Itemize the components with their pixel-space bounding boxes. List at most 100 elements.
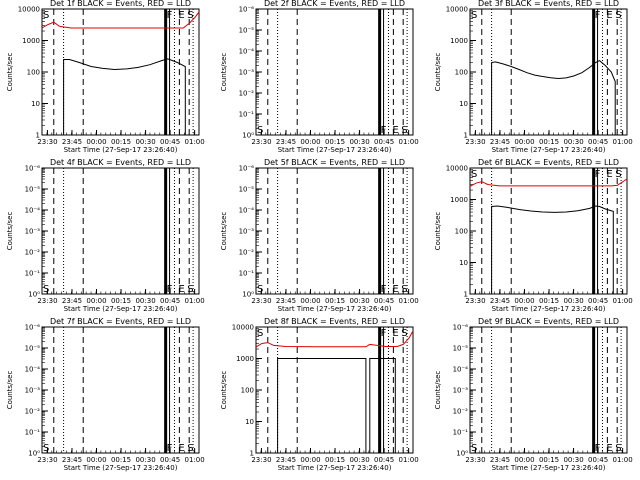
y-tick-label: 10⁻⁵	[25, 345, 41, 353]
x-tick-label: 00:45	[588, 138, 608, 146]
chart-panel-4: Det 4f BLACK = Events, RED = LLD 10⁰ 10⁻¹ 1…	[6, 158, 205, 313]
x-tick-label: 01:00	[399, 297, 419, 305]
y-tick-label: 1	[36, 132, 40, 140]
x-tick-label: 00:00	[300, 297, 320, 305]
event-marker-label: S	[401, 328, 407, 339]
y-tick-label: 10⁰	[242, 132, 254, 140]
event-marker-label: S	[257, 125, 263, 136]
y-tick-label: 10000	[446, 165, 468, 173]
y-tick-label: 10	[31, 100, 40, 108]
x-tick-label: 00:15	[111, 138, 131, 146]
y-tick-label: 10⁻¹	[25, 429, 41, 437]
y-tick-label: 10⁻⁴	[25, 366, 41, 374]
x-tick-label: 01:00	[399, 138, 419, 146]
x-tick-label: 00:15	[325, 297, 345, 305]
x-tick-label: 23:45	[276, 456, 296, 464]
y-axis-label: Counts/sec	[220, 53, 228, 92]
event-marker-label: E	[178, 284, 184, 295]
x-axis-label: Start Time (27-Sep-17 23:26:40)	[64, 146, 178, 154]
event-marker-label: E	[606, 169, 612, 180]
x-tick-label: 00:45	[374, 297, 394, 305]
x-tick-label: 00:00	[514, 297, 534, 305]
series-line-lld	[41, 11, 200, 29]
x-tick-label: 00:00	[86, 456, 106, 464]
x-tick-label: 23:45	[62, 456, 82, 464]
event-marker-label: F	[595, 443, 601, 454]
event-marker-label: S	[401, 125, 407, 136]
event-marker-label: E	[606, 10, 612, 21]
x-axis-label: Start Time (27-Sep-17 23:26:40)	[492, 464, 606, 472]
y-tick-label: 10	[459, 100, 468, 108]
chart-title: Det 7f BLACK = Events, RED = LLD	[50, 317, 191, 326]
x-tick-label: 00:15	[539, 456, 559, 464]
y-tick-label: 10⁻¹	[25, 270, 41, 278]
x-tick-label: 00:00	[300, 138, 320, 146]
y-tick-label: 10⁻⁶	[453, 324, 469, 332]
event-marker-label: F	[595, 10, 601, 21]
event-marker-label: S	[615, 169, 621, 180]
x-tick-label: 00:15	[111, 456, 131, 464]
y-tick-label: 10⁻⁴	[25, 207, 41, 215]
x-tick-label: 00:30	[135, 297, 155, 305]
x-tick-label: 00:45	[588, 297, 608, 305]
event-marker-label: F	[595, 169, 601, 180]
event-marker-label: S	[471, 10, 477, 21]
x-tick-label: 00:00	[514, 138, 534, 146]
y-tick-label: 1000	[236, 355, 254, 363]
y-tick-label: 10⁻⁶	[239, 6, 255, 14]
x-tick-label: 00:30	[563, 297, 583, 305]
y-axis-label: Counts/sec	[220, 212, 228, 251]
event-marker-label: S	[615, 443, 621, 454]
x-tick-label: 23:30	[251, 456, 271, 464]
event-marker-label: F	[381, 328, 387, 339]
y-axis-label: Counts/sec	[6, 53, 14, 92]
y-axis-label: Counts/sec	[220, 371, 228, 410]
event-marker-label: S	[615, 10, 621, 21]
x-tick-label: 01:00	[613, 138, 633, 146]
y-tick-label: 10⁰	[456, 450, 468, 458]
y-tick-label: 10⁰	[28, 291, 40, 299]
event-marker-label: S	[187, 284, 193, 295]
y-tick-label: 10⁻⁶	[25, 324, 41, 332]
plot-frame	[255, 167, 414, 295]
event-marker-label: F	[381, 125, 387, 136]
chart-panel-9: Det 9f BLACK = Events, RED = LLD 10⁰ 10⁻¹ 1…	[434, 317, 633, 472]
x-tick-label: 00:15	[539, 138, 559, 146]
x-axis-label: Start Time (27-Sep-17 23:26:40)	[278, 305, 392, 313]
chart-title: Det 3f BLACK = Events, RED = LLD	[478, 0, 619, 8]
x-tick-label: 00:00	[86, 297, 106, 305]
x-tick-label: 00:00	[514, 456, 534, 464]
x-tick-label: 23:45	[490, 138, 510, 146]
y-tick-label: 1000	[450, 196, 468, 204]
x-tick-label: 00:45	[160, 456, 180, 464]
x-axis-label: Start Time (27-Sep-17 23:26:40)	[278, 146, 392, 154]
x-tick-label: 23:30	[465, 138, 485, 146]
x-tick-label: 01:00	[399, 456, 419, 464]
plot-frame	[255, 8, 414, 136]
y-axis-label: Counts/sec	[6, 371, 14, 410]
x-tick-label: 23:45	[276, 138, 296, 146]
event-marker-label: E	[392, 284, 398, 295]
series-line-events	[491, 60, 616, 135]
y-tick-label: 10000	[446, 6, 468, 14]
y-tick-label: 10⁻⁶	[239, 165, 255, 173]
chart-title: Det 5f BLACK = Events, RED = LLD	[264, 158, 405, 167]
y-tick-label: 10⁻²	[25, 249, 41, 257]
y-tick-label: 10⁻⁵	[239, 27, 255, 35]
x-tick-label: 00:45	[160, 297, 180, 305]
y-tick-label: 100	[455, 69, 468, 77]
event-marker-label: E	[178, 10, 184, 21]
x-tick-label: 23:30	[37, 138, 57, 146]
x-tick-label: 00:45	[588, 456, 608, 464]
x-axis-label: Start Time (27-Sep-17 23:26:40)	[492, 305, 606, 313]
x-tick-label: 01:00	[613, 297, 633, 305]
x-tick-label: 23:45	[490, 297, 510, 305]
chart-title: Det 2f BLACK = Events, RED = LLD	[264, 0, 405, 8]
event-marker-label: S	[187, 10, 193, 21]
chart-panel-5: Det 5f BLACK = Events, RED = LLD 10⁰ 10⁻¹ 1…	[220, 158, 419, 313]
event-marker-label: S	[471, 169, 477, 180]
event-marker-label: S	[43, 443, 49, 454]
event-marker-label: S	[401, 284, 407, 295]
y-tick-label: 10000	[232, 324, 254, 332]
